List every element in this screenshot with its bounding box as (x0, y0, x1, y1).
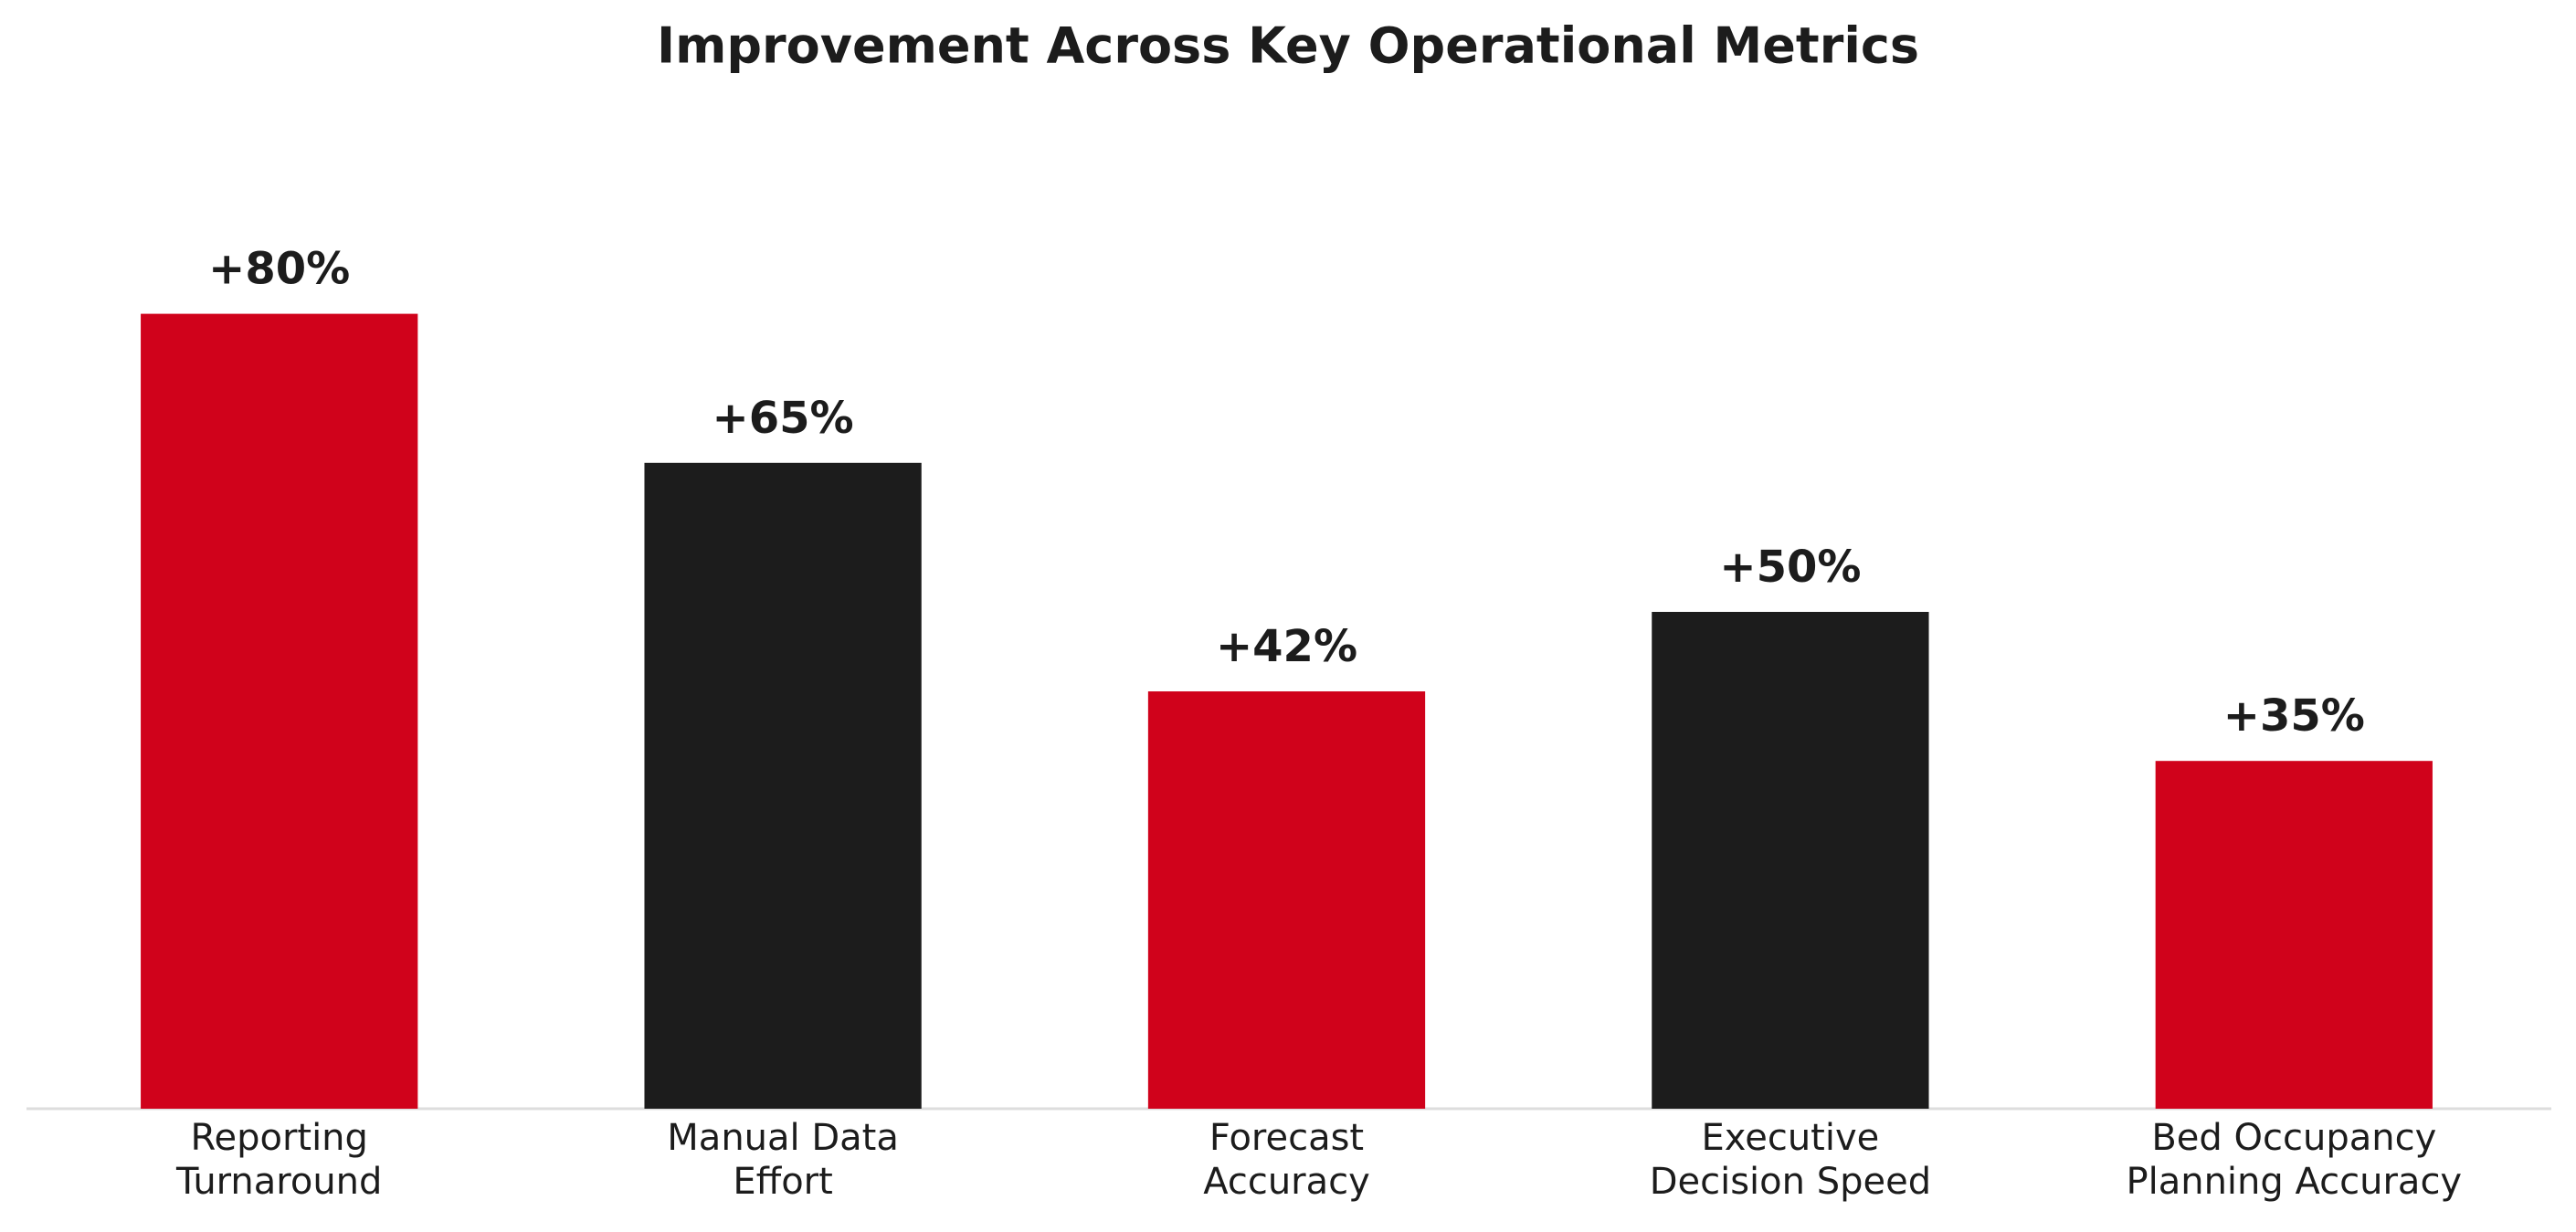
bar (1652, 612, 1929, 1109)
x-tick-label: Bed Occupancy Planning Accuracy (2126, 1117, 2462, 1203)
value-label: +35% (2223, 690, 2365, 742)
value-label: +42% (1216, 621, 1357, 672)
chart-title: Improvement Across Key Operational Metri… (657, 17, 1919, 75)
x-tick-label: Executive Decision Speed (1650, 1117, 1931, 1203)
bar (644, 462, 922, 1109)
value-label: +80% (208, 244, 350, 295)
bar (141, 313, 418, 1110)
x-tick-label: Manual Data Effort (667, 1117, 899, 1203)
bar (2155, 761, 2433, 1109)
x-tick-label: Forecast Accuracy (1203, 1117, 1370, 1203)
value-label: +65% (713, 393, 854, 444)
x-tick-label: Reporting Turnaround (175, 1117, 382, 1203)
value-label: +50% (1719, 542, 1861, 593)
bar (1147, 691, 1426, 1109)
